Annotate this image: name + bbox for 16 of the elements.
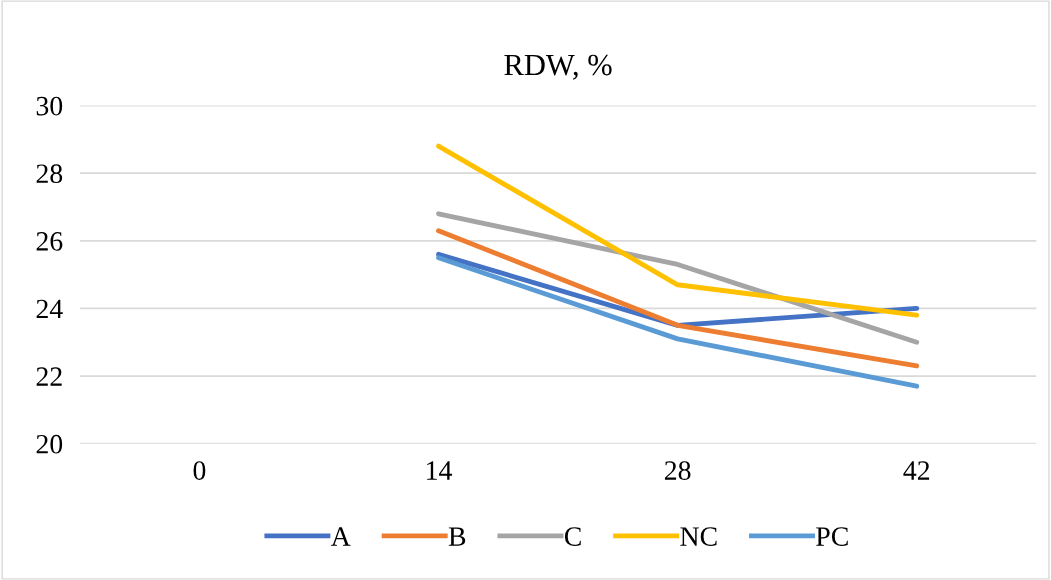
x-tick-label: 14: [427, 461, 452, 480]
legend-label: NC: [680, 527, 717, 546]
legend-label: B: [448, 527, 466, 546]
y-tick-label: 20: [36, 434, 63, 454]
x-tick-label: 0: [193, 461, 206, 480]
y-tick-label: 24: [36, 299, 63, 319]
x-tick-label: 28: [664, 461, 691, 480]
y-tick-label: 26: [36, 232, 63, 251]
legend-label: A: [331, 527, 351, 546]
legend-label: C: [564, 527, 581, 546]
x-tick-label: 42: [903, 461, 930, 480]
legend-label: PC: [816, 527, 848, 546]
y-tick-label: 28: [36, 164, 63, 184]
chart-title: RDW, %: [504, 54, 612, 80]
y-tick-label: 22: [36, 367, 62, 386]
y-tick-label: 30: [36, 96, 63, 116]
